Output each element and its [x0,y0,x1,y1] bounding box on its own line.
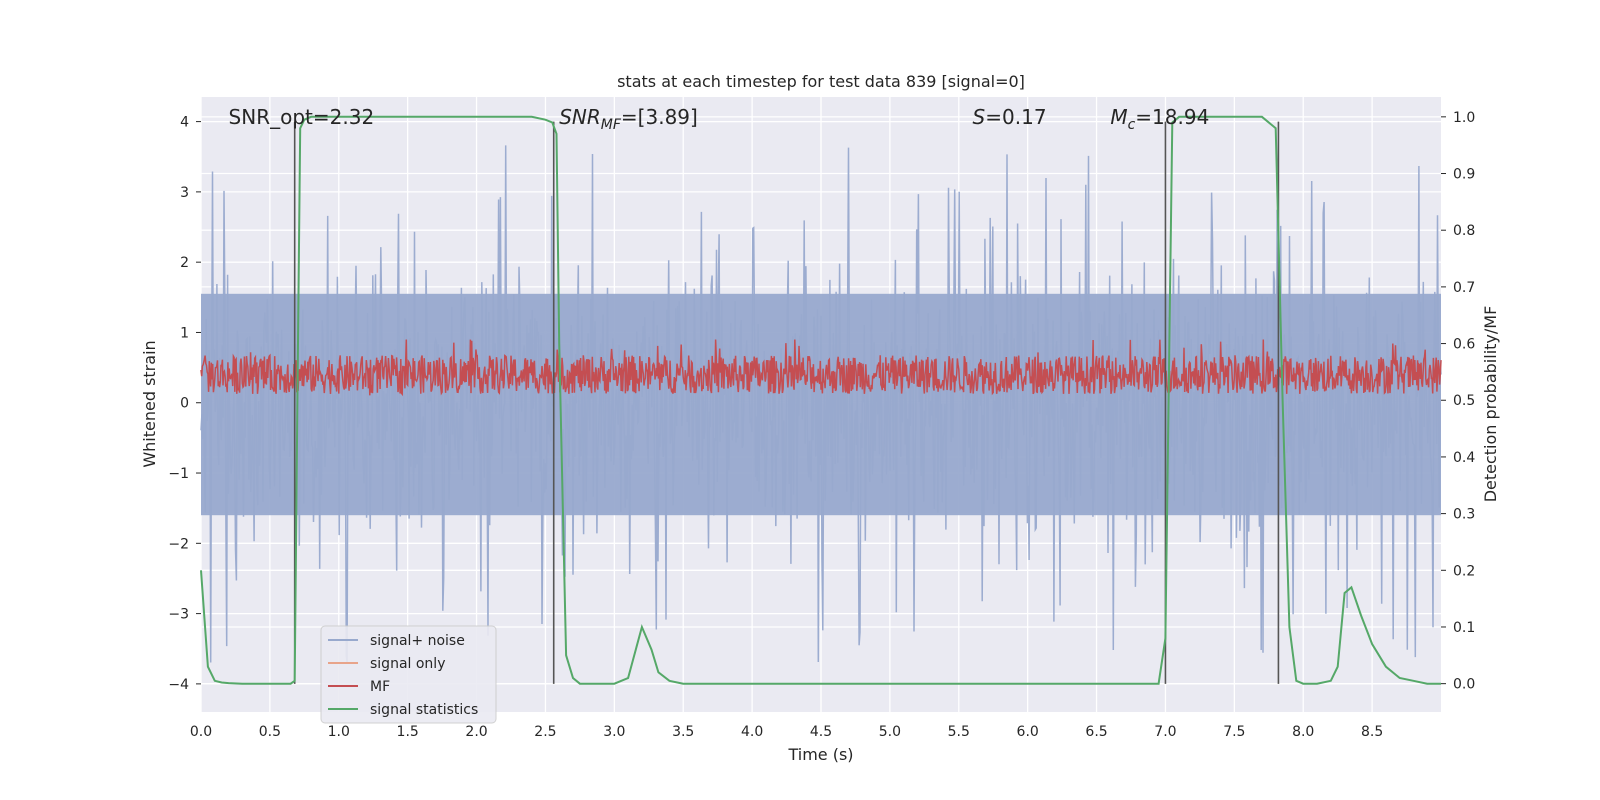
x-axis-ticks: 0.0 0.5 1.0 1.5 2.0 2.5 3.0 3.5 4.0 4.5 5.0 5.5 6.0 6… [190,724,1383,740]
x-tick-label: 6.0 [1017,724,1039,740]
x-tick-label: 8.0 [1292,724,1314,740]
legend-label-mf: MF [370,679,390,695]
signal-statistics-layer [200,115,1441,685]
x-tick-label: 2.5 [534,724,556,740]
y2-tick-label: 0.8 [1453,223,1475,239]
y2-tick-label: 0.9 [1453,167,1475,183]
y-axis-ticks: 4 3 2 1 0 −1 −2 −3 −4 [168,115,201,693]
y2-tick-label: 0.5 [1453,393,1475,409]
y-tick-label: −2 [168,536,189,552]
annotation-label: SNR_opt=2.32 [229,105,375,129]
y-tick-label: −3 [168,607,189,623]
y2-tick-label: 0.2 [1453,563,1475,579]
annotation-label: Mc=18.94 [1110,105,1209,133]
legend-label-signal-only: signal only [370,656,445,672]
annotations: SNR_opt=2.32 SNRMF=[3.89] S=0.17 Mc=18.94 [229,105,1210,133]
legend-label-signal-statistics: signal statistics [370,702,478,718]
x-tick-label: 1.0 [328,724,350,740]
y-tick-label: 0 [180,396,189,412]
y2-tick-label: 0.4 [1453,450,1475,466]
y2-tick-label: 0.3 [1453,507,1475,523]
x-tick-label: 8.5 [1361,724,1383,740]
x-tick-label: 1.5 [397,724,419,740]
y-tick-label: 2 [180,255,189,271]
x-tick-label: 0.0 [190,724,212,740]
series-signal-statistics-line [200,115,1441,685]
y2-tick-label: 0.1 [1453,620,1475,636]
legend-box [320,625,497,724]
y2-tick-label: 0.6 [1453,337,1475,353]
annotation-label: SNRMF=[3.89] [559,105,698,133]
x-tick-label: 4.5 [810,724,832,740]
y2-axis-label: Detection probability/MF [1481,306,1500,503]
x-tick-label: 3.5 [672,724,694,740]
y-tick-label: 4 [180,115,189,131]
signal-noise-layer [200,145,1442,663]
legend: signal+ noise signal only MF signal stat… [320,625,497,724]
y2-tick-label: 1.0 [1453,110,1475,126]
legend-label-signal-noise: signal+ noise [370,633,465,649]
series-mf-line [200,339,1442,397]
y2-tick-label: 0.7 [1453,280,1475,296]
y-tick-label: 3 [180,185,189,201]
y-tick-label: −4 [168,677,189,693]
x-tick-label: 7.0 [1154,724,1176,740]
x-axis-label: Time (s) [787,745,853,764]
y2-tick-label: 0.0 [1453,677,1475,693]
x-tick-label: 2.0 [465,724,487,740]
y-tick-label: 1 [180,325,189,341]
x-tick-label: 7.5 [1223,724,1245,740]
y2-axis-ticks: 1.0 0.9 0.8 0.7 0.6 0.5 0.4 0.3 0.2 0.1 0.0 [1441,110,1475,693]
y-tick-label: −1 [168,466,189,482]
x-tick-label: 5.0 [879,724,901,740]
x-tick-label: 3.0 [603,724,625,740]
series-signal-noise-core [201,293,1441,516]
mf-layer [200,339,1442,397]
x-tick-label: 0.5 [259,724,281,740]
annotation-label: S=0.17 [973,105,1047,129]
chart-title: stats at each timestep for test data 839… [617,72,1025,91]
x-tick-label: 4.0 [741,724,763,740]
x-tick-label: 5.5 [948,724,970,740]
y-axis-label: Whitened strain [140,340,159,467]
x-tick-label: 6.5 [1085,724,1107,740]
